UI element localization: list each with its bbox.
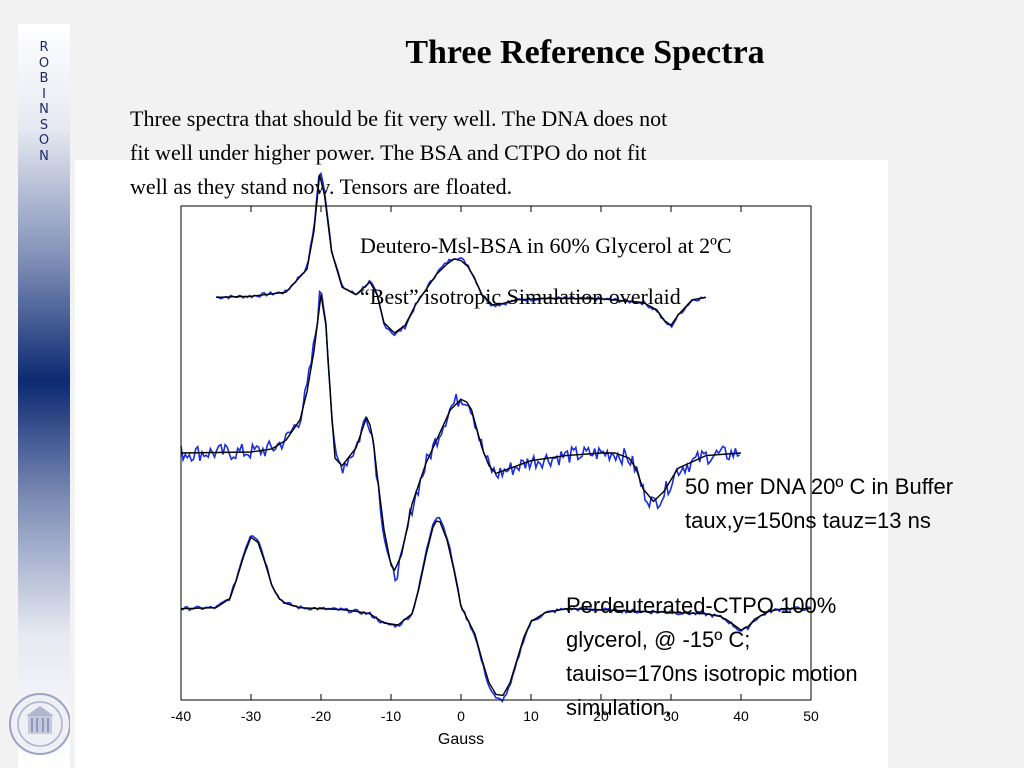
sidebar-letter: O bbox=[38, 55, 50, 71]
dna-caption-line1: 50 mer DNA 20º C in Buffer bbox=[685, 474, 954, 499]
ctpo-caption-line4: simulation. bbox=[566, 695, 672, 720]
spectrum-dna-simulation bbox=[180, 294, 742, 571]
sidebar-letter: S bbox=[39, 117, 49, 133]
x-tick-label: 10 bbox=[523, 708, 539, 724]
ctpo-caption: Perdeuterated-CTPO 100% glycerol, @ -15º… bbox=[566, 589, 858, 725]
sidebar-letter: R bbox=[39, 40, 49, 55]
plot-panel bbox=[75, 160, 888, 768]
plot-frame bbox=[180, 205, 812, 701]
sidebar-letter: O bbox=[38, 133, 50, 148]
slide-title: Three Reference Spectra bbox=[405, 34, 765, 71]
sidebar-name: R O B I N S O N bbox=[18, 40, 70, 164]
x-axis-label: Gauss bbox=[438, 731, 484, 748]
ctpo-caption-line1: Perdeuterated-CTPO 100% bbox=[566, 593, 837, 618]
spectra-layer bbox=[180, 171, 812, 703]
university-seal-logo bbox=[9, 693, 70, 755]
spectrum-ctpo-simulation bbox=[180, 520, 811, 697]
x-tick-label: -40 bbox=[171, 708, 191, 724]
spectrum-dna-experimental bbox=[180, 289, 740, 583]
sidebar-letter: N bbox=[39, 148, 49, 164]
bsa-caption-line1: Deutero-Msl-BSA in 60% Glycerol at 2ºC bbox=[360, 233, 732, 258]
sidebar-letter: N bbox=[39, 102, 49, 117]
sidebar-gradient bbox=[18, 24, 70, 768]
dna-caption-line2: taux,y=150ns tauz=13 ns bbox=[685, 508, 931, 533]
x-tick-label: 0 bbox=[457, 708, 465, 724]
x-tick-label: -20 bbox=[311, 708, 331, 724]
ctpo-caption-line2: glycerol, @ -15º C; bbox=[566, 627, 751, 652]
dna-caption: 50 mer DNA 20º C in Buffer taux,y=150ns … bbox=[685, 470, 1024, 538]
ctpo-caption-line3: tauiso=170ns isotropic motion bbox=[566, 661, 858, 686]
sidebar-letter: B bbox=[39, 71, 49, 86]
x-tick-label: 30 bbox=[663, 708, 679, 724]
slide-body-text: Three spectra that should be fit very we… bbox=[130, 102, 850, 204]
body-line: fit well under higher power. The BSA and… bbox=[130, 140, 647, 165]
body-line: Three spectra that should be fit very we… bbox=[130, 106, 668, 131]
bsa-caption-line2: “Best” isotropic Simulation overlaid bbox=[360, 284, 681, 309]
sidebar-letter: I bbox=[42, 86, 46, 102]
axis-layer: -40 -30 -20 -10 0 10 20 30 40 50 Gauss bbox=[171, 205, 819, 748]
x-tick-label: 40 bbox=[733, 708, 749, 724]
x-tick-label: 50 bbox=[803, 708, 819, 724]
x-tick-label: -30 bbox=[241, 708, 261, 724]
x-tick-label: 20 bbox=[593, 708, 609, 724]
x-tick-label: -10 bbox=[381, 708, 401, 724]
spectrum-bsa-simulation bbox=[215, 174, 707, 334]
